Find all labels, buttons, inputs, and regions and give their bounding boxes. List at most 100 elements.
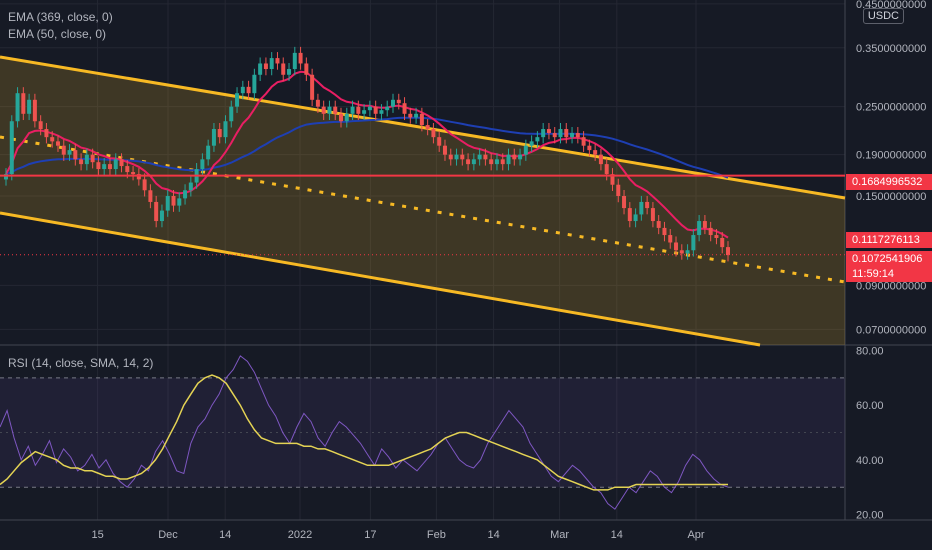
candle-body (564, 129, 569, 138)
channel-upper-line (0, 55, 846, 200)
candle-body (287, 69, 292, 75)
candle-body (442, 145, 447, 155)
candle-body (73, 150, 78, 160)
candle-body (483, 154, 488, 160)
candle-body (119, 159, 124, 167)
time-tick-label: Dec (158, 529, 178, 541)
candle-body (344, 113, 349, 122)
candle-body (656, 221, 661, 228)
legend-ema-50[interactable]: EMA (50, close, 0) (8, 27, 107, 41)
rsi-ma-line (0, 374, 728, 491)
candle-body (217, 129, 222, 138)
candle-body (697, 221, 702, 236)
candle-body (610, 174, 615, 185)
candle-body (223, 121, 228, 138)
currency-badge[interactable]: USDC (862, 8, 904, 24)
candle-body (720, 237, 725, 248)
candle-body (431, 129, 436, 138)
time-tick-label: 14 (219, 529, 231, 541)
candle-body (679, 250, 684, 254)
candle-body (188, 182, 193, 191)
candle-body (685, 250, 690, 254)
candle-body (454, 154, 459, 160)
candlesticks (4, 46, 730, 262)
candle-body (84, 154, 89, 165)
candle-body (263, 63, 268, 70)
candle-body (327, 106, 332, 114)
candle-body (466, 159, 471, 165)
candle-body (425, 125, 430, 130)
candle-body (523, 145, 528, 155)
last-price-tag: 0.1072541906 (846, 251, 932, 267)
candle-body (27, 99, 32, 114)
candle-body (38, 121, 43, 130)
time-tick-label: Feb (427, 529, 446, 541)
candle-body (90, 154, 95, 163)
time-axis: 15 Dec 14 2022 17 Feb 14 Mar 14 Apr (91, 529, 704, 541)
high-price-tag: 0.1117276113 (846, 232, 932, 248)
time-tick-label: Mar (550, 529, 569, 541)
candle-body (668, 235, 673, 243)
legend-rsi[interactable]: RSI (14, close, SMA, 14, 2) (8, 356, 154, 370)
candle-body (419, 113, 424, 126)
candle-body (15, 93, 20, 122)
candle-body (708, 227, 713, 236)
candle-body (240, 86, 245, 94)
candle-body (9, 121, 14, 175)
candle-body (304, 63, 309, 75)
trend-channel (0, 55, 846, 347)
price-tick-label: 0.2500000000 (856, 102, 926, 114)
candle-body (552, 133, 557, 138)
rsi-tick-label: 60.00 (856, 400, 884, 412)
candle-body (136, 174, 141, 180)
candle-body (714, 235, 719, 238)
price-tick-label: 0.0700000000 (856, 324, 926, 336)
candle-body (96, 162, 101, 170)
candle-body (460, 154, 465, 160)
legend-ema-369[interactable]: EMA (369, close, 0) (8, 10, 113, 24)
candle-body (494, 159, 499, 165)
candle-body (142, 179, 147, 191)
candle-body (396, 99, 401, 104)
rsi-tick-label: 80.00 (856, 345, 884, 357)
support-line (0, 174, 845, 256)
candle-body (79, 159, 84, 165)
channel-fill (0, 57, 845, 345)
candle-body (258, 63, 263, 75)
rsi-band-fill (0, 377, 845, 488)
candle-body (570, 133, 575, 138)
time-tick-label: 2022 (288, 529, 312, 541)
candle-body (598, 154, 603, 165)
indicator-legend: EMA (369, close, 0) EMA (50, close, 0) (8, 10, 113, 41)
rsi-line (0, 355, 729, 510)
rsi-tick-label: 20.00 (856, 510, 884, 522)
price-tick-label: 0.4500000000 (856, 0, 926, 11)
candle-body (235, 93, 240, 107)
candle-body (500, 159, 505, 165)
candle-body (310, 74, 315, 100)
candle-body (367, 106, 372, 111)
candle-body (702, 221, 707, 228)
candle-body (385, 106, 390, 111)
candle-body (281, 63, 286, 75)
candle-body (489, 159, 494, 165)
candle-body (21, 93, 26, 114)
candle-body (229, 106, 234, 122)
candle-body (593, 150, 598, 155)
price-tick-label: 0.3500000000 (856, 43, 926, 55)
candle-body (177, 198, 182, 206)
candle-body (541, 129, 546, 138)
price-tick-label: 0.1500000000 (856, 191, 926, 203)
candle-body (575, 133, 580, 138)
candle-body (558, 129, 563, 138)
candle-body (55, 141, 60, 146)
candle-body (4, 174, 8, 180)
candle-body (275, 58, 280, 64)
candle-body (356, 106, 361, 114)
candle-body (379, 110, 384, 114)
candle-body (171, 196, 176, 206)
price-axis: 0.4500000000 0.3500000000 0.2500000000 0.19… (856, 0, 926, 522)
candle-body (506, 154, 511, 165)
candle-body (131, 172, 136, 175)
